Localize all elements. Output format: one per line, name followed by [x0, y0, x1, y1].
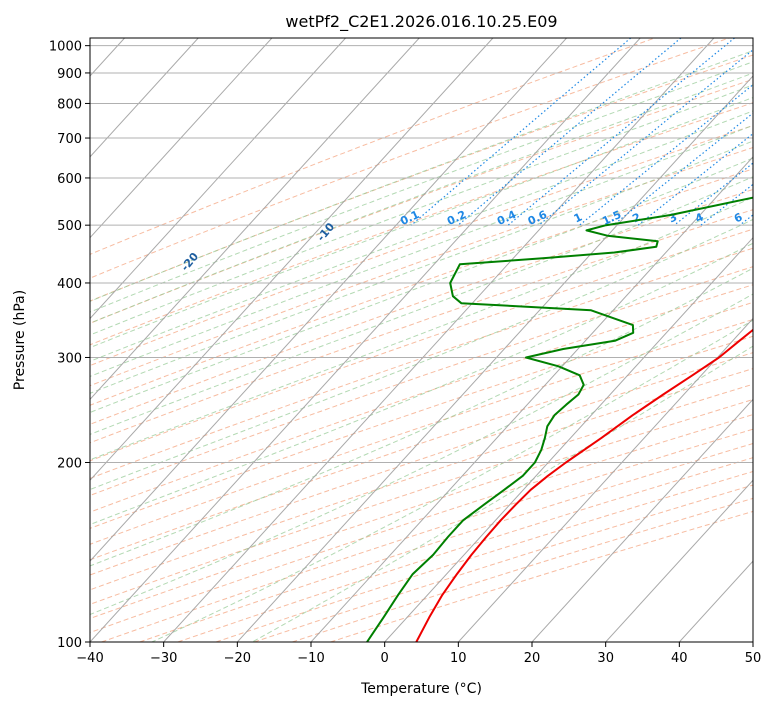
dry-adiabat [177, 457, 753, 642]
temperature-profile [415, 328, 753, 642]
skewed-isotherm [384, 236, 753, 642]
dry-adiabat [90, 146, 753, 387]
x-tick-label: −10 [297, 651, 324, 666]
dry-adiabat [90, 228, 753, 462]
y-tick-label: 600 [57, 172, 82, 187]
skewed-isotherm [90, 38, 641, 642]
dry-adiabat [90, 124, 753, 367]
dry-adiabat [330, 510, 753, 642]
skewed-isotherm [90, 38, 567, 562]
y-tick-label: 1000 [49, 40, 82, 55]
y-tick-label: 100 [57, 636, 82, 651]
moist-adiabat [90, 124, 753, 377]
x-tick-label: −30 [150, 651, 177, 666]
dry-adiabat-label: -20 [178, 250, 201, 274]
x-tick-label: 20 [524, 651, 541, 666]
skewed-isotherm [90, 38, 494, 482]
x-tick-label: 10 [450, 651, 467, 666]
dry-adiabat [139, 443, 753, 642]
dry-adiabat [215, 470, 753, 642]
mixing-ratio-line [410, 38, 632, 226]
moist-adiabat [90, 61, 753, 313]
x-tick-label: −20 [224, 651, 251, 666]
mixing-ratio-line [739, 214, 753, 226]
mixing-ratio-line [768, 38, 775, 225]
moist-adiabat [90, 218, 753, 491]
dry-adiabat [90, 335, 753, 561]
x-tick-label: 50 [745, 651, 762, 666]
moist-adiabat [151, 319, 753, 642]
mixing-ratio-line [673, 162, 753, 226]
y-tick-label: 500 [57, 219, 82, 234]
mixing-ratio-line [637, 132, 753, 226]
axes: −40 −30 −20 −10 0 10 20 30 40 50 100 200 300 400 500 60… [49, 40, 761, 666]
chart-title: wetPf2_C2E1.2026.016.10.25.E09 [285, 12, 557, 32]
skewed-isotherm [90, 38, 199, 158]
dry-adiabat [90, 188, 753, 425]
mixing-ratio-label: 4 [693, 210, 706, 225]
dry-adiabat [254, 484, 753, 642]
skewed-isotherm [90, 38, 346, 320]
dry-adiabat [90, 398, 753, 620]
skewed-isotherm [678, 560, 753, 642]
moist-adiabat [90, 176, 753, 435]
skewed-isotherm [236, 75, 753, 642]
plot-area: 0.10.20.40.611.52346810131620253036-100-… [90, 38, 775, 642]
dry-adiabat [90, 38, 730, 279]
moist-adiabat [90, 97, 753, 349]
dry-adiabat [90, 414, 753, 634]
dry-adiabat [90, 284, 753, 513]
y-tick-label: 200 [57, 457, 82, 472]
moist-adiabat [90, 293, 753, 616]
dry-adiabat [90, 301, 753, 529]
x-tick-label: 0 [381, 651, 389, 666]
x-axis-label: Temperature (°C) [360, 681, 482, 697]
mixing-ratio-label: 8 [761, 210, 773, 225]
y-axis-label: Pressure (hPa) [12, 290, 28, 390]
skewed-isotherm [163, 38, 715, 642]
moist-adiabat [90, 157, 753, 414]
mixing-ratio-label: 1 [572, 210, 584, 225]
moist-adiabat [90, 50, 753, 302]
skewed-isotherm [752, 641, 753, 642]
dry-adiabat [90, 383, 753, 605]
skewed-isotherm [90, 38, 273, 239]
y-tick-label: 400 [57, 277, 82, 292]
moist-adiabat [90, 242, 753, 526]
x-tick-label: 40 [671, 651, 688, 666]
dry-adiabat [90, 168, 753, 406]
x-tick-label: 30 [597, 651, 614, 666]
skewed-isotherm [531, 398, 753, 642]
moist-adiabat [90, 267, 753, 567]
mixing-ratio-line [507, 38, 735, 226]
mixing-ratio-line [457, 38, 682, 226]
skewed-isotherm [605, 479, 753, 642]
x-tick-label: −40 [76, 651, 103, 666]
mixing-ratio-line [538, 49, 753, 226]
y-tick-label: 900 [57, 67, 82, 82]
y-tick-label: 700 [57, 132, 82, 147]
y-tick-label: 300 [57, 352, 82, 367]
dry-adiabat [90, 247, 753, 479]
skewed-isotherm [310, 156, 753, 642]
moist-adiabat [252, 345, 753, 642]
plot-frame [89, 37, 754, 643]
skewed-isotherm [90, 38, 420, 401]
dewpoint-profile [366, 196, 753, 642]
mixing-ratio-line [612, 112, 753, 226]
dry-adiabat [90, 368, 753, 591]
y-tick-label: 800 [57, 97, 82, 112]
skewed-isotherm [457, 317, 753, 642]
dry-adiabat [90, 38, 655, 255]
